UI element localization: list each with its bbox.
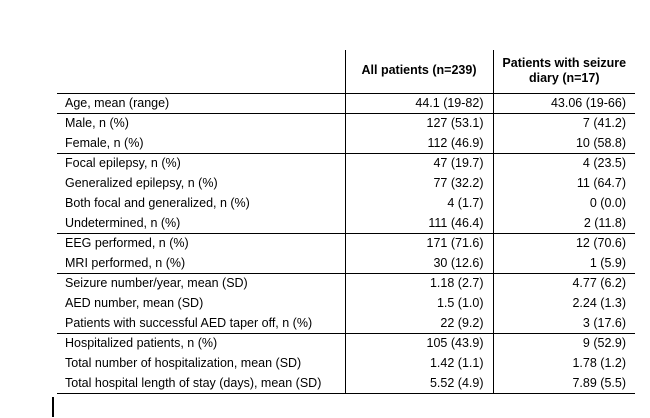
seizure-diary-value: 3 (17.6) <box>492 313 635 334</box>
all-patients-value: 112 (46.9) <box>344 133 493 154</box>
text-cursor[interactable] <box>52 397 54 417</box>
seizure-diary-value: 12 (70.6) <box>492 233 635 253</box>
all-patients-value: 77 (32.2) <box>344 173 493 193</box>
seizure-diary-value: 0 (0.0) <box>492 193 635 213</box>
row-hospital-stay: Total hospital length of stay (days), me… <box>57 373 635 394</box>
all-patients-value: 105 (43.9) <box>344 333 493 353</box>
row-aed-taper-off: Patients with successful AED taper off, … <box>57 313 635 334</box>
all-patients-value: 127 (53.1) <box>344 113 493 133</box>
row-label: Focal epilepsy, n (%) <box>65 156 181 171</box>
header-empty-cell <box>57 50 345 94</box>
row-label: AED number, mean (SD) <box>65 296 204 310</box>
row-hospitalized-patients: Hospitalized patients, n (%) 105 (43.9) … <box>57 333 635 353</box>
all-patients-value: 1.42 (1.1) <box>344 353 493 373</box>
row-label: Both focal and generalized, n (%) <box>65 196 250 210</box>
seizure-diary-value: 9 (52.9) <box>492 333 635 353</box>
seizure-diary-value: 2.24 (1.3) <box>492 293 635 313</box>
seizure-diary-value: 2 (11.8) <box>492 213 635 234</box>
seizure-diary-value: 4.77 (6.2) <box>492 273 635 293</box>
row-label: Female, n (%) <box>57 133 345 154</box>
all-patients-value: 1.5 (1.0) <box>344 293 493 313</box>
seizure-diary-value: 11 (64.7) <box>492 173 635 193</box>
row-label: Male, n (%) <box>65 116 129 131</box>
seizure-diary-value: 1 (5.9) <box>492 253 635 274</box>
header-all-patients: All patients (n=239) <box>344 50 493 94</box>
row-male: Male, n (%) 127 (53.1) 7 (41.2) <box>57 113 635 133</box>
row-both-focal-generalized: Both focal and generalized, n (%) 4 (1.7… <box>57 193 635 213</box>
all-patients-value: 47 (19.7) <box>344 153 493 173</box>
all-patients-value: 22 (9.2) <box>344 313 493 334</box>
all-patients-value: 44.1 (19-82) <box>344 93 493 114</box>
all-patients-value: 111 (46.4) <box>344 213 493 234</box>
row-focal-epilepsy: Focal epilepsy, n (%) 47 (19.7) 4 (23.5) <box>57 153 635 173</box>
row-label: Generalized epilepsy, n (%) <box>65 176 218 190</box>
row-label: Hospitalized patients, n (%) <box>65 336 218 351</box>
all-patients-value: 4 (1.7) <box>344 193 493 213</box>
patient-characteristics-table: All patients (n=239) Patients with seizu… <box>57 50 635 394</box>
seizure-diary-value: 4 (23.5) <box>492 153 635 173</box>
row-hospitalization-count: Total number of hospitalization, mean (S… <box>57 353 635 373</box>
seizure-diary-value: 7.89 (5.5) <box>492 373 635 394</box>
row-mri-performed: MRI performed, n (%) 30 (12.6) 1 (5.9) <box>57 253 635 274</box>
all-patients-value: 1.18 (2.7) <box>344 273 493 293</box>
seizure-diary-value: 7 (41.2) <box>492 113 635 133</box>
row-label: Total hospital length of stay (days), me… <box>57 373 345 394</box>
row-label: MRI performed, n (%) <box>57 253 345 274</box>
row-female: Female, n (%) 112 (46.9) 10 (58.8) <box>57 133 635 154</box>
header-seizure-diary: Patients with seizure diary (n=17) <box>492 50 635 94</box>
seizure-diary-value: 43.06 (19-66) <box>492 93 635 114</box>
row-generalized-epilepsy: Generalized epilepsy, n (%) 77 (32.2) 11… <box>57 173 635 193</box>
row-label: EEG performed, n (%) <box>65 236 189 251</box>
row-label: Undetermined, n (%) <box>57 213 345 234</box>
all-patients-value: 30 (12.6) <box>344 253 493 274</box>
all-patients-value: 5.52 (4.9) <box>344 373 493 394</box>
table-header-row: All patients (n=239) Patients with seizu… <box>57 50 635 94</box>
row-label: Age, mean (range) <box>57 93 345 114</box>
seizure-diary-value: 1.78 (1.2) <box>492 353 635 373</box>
row-age: Age, mean (range) 44.1 (19-82) 43.06 (19… <box>57 93 635 114</box>
row-label: Total number of hospitalization, mean (S… <box>65 356 302 370</box>
row-seizure-number: Seizure number/year, mean (SD) 1.18 (2.7… <box>57 273 635 293</box>
row-undetermined: Undetermined, n (%) 111 (46.4) 2 (11.8) <box>57 213 635 234</box>
seizure-diary-value: 10 (58.8) <box>492 133 635 154</box>
all-patients-value: 171 (71.6) <box>344 233 493 253</box>
row-aed-number: AED number, mean (SD) 1.5 (1.0) 2.24 (1.… <box>57 293 635 313</box>
row-label: Seizure number/year, mean (SD) <box>65 276 248 291</box>
row-label: Patients with successful AED taper off, … <box>57 313 345 334</box>
row-eeg-performed: EEG performed, n (%) 171 (71.6) 12 (70.6… <box>57 233 635 253</box>
